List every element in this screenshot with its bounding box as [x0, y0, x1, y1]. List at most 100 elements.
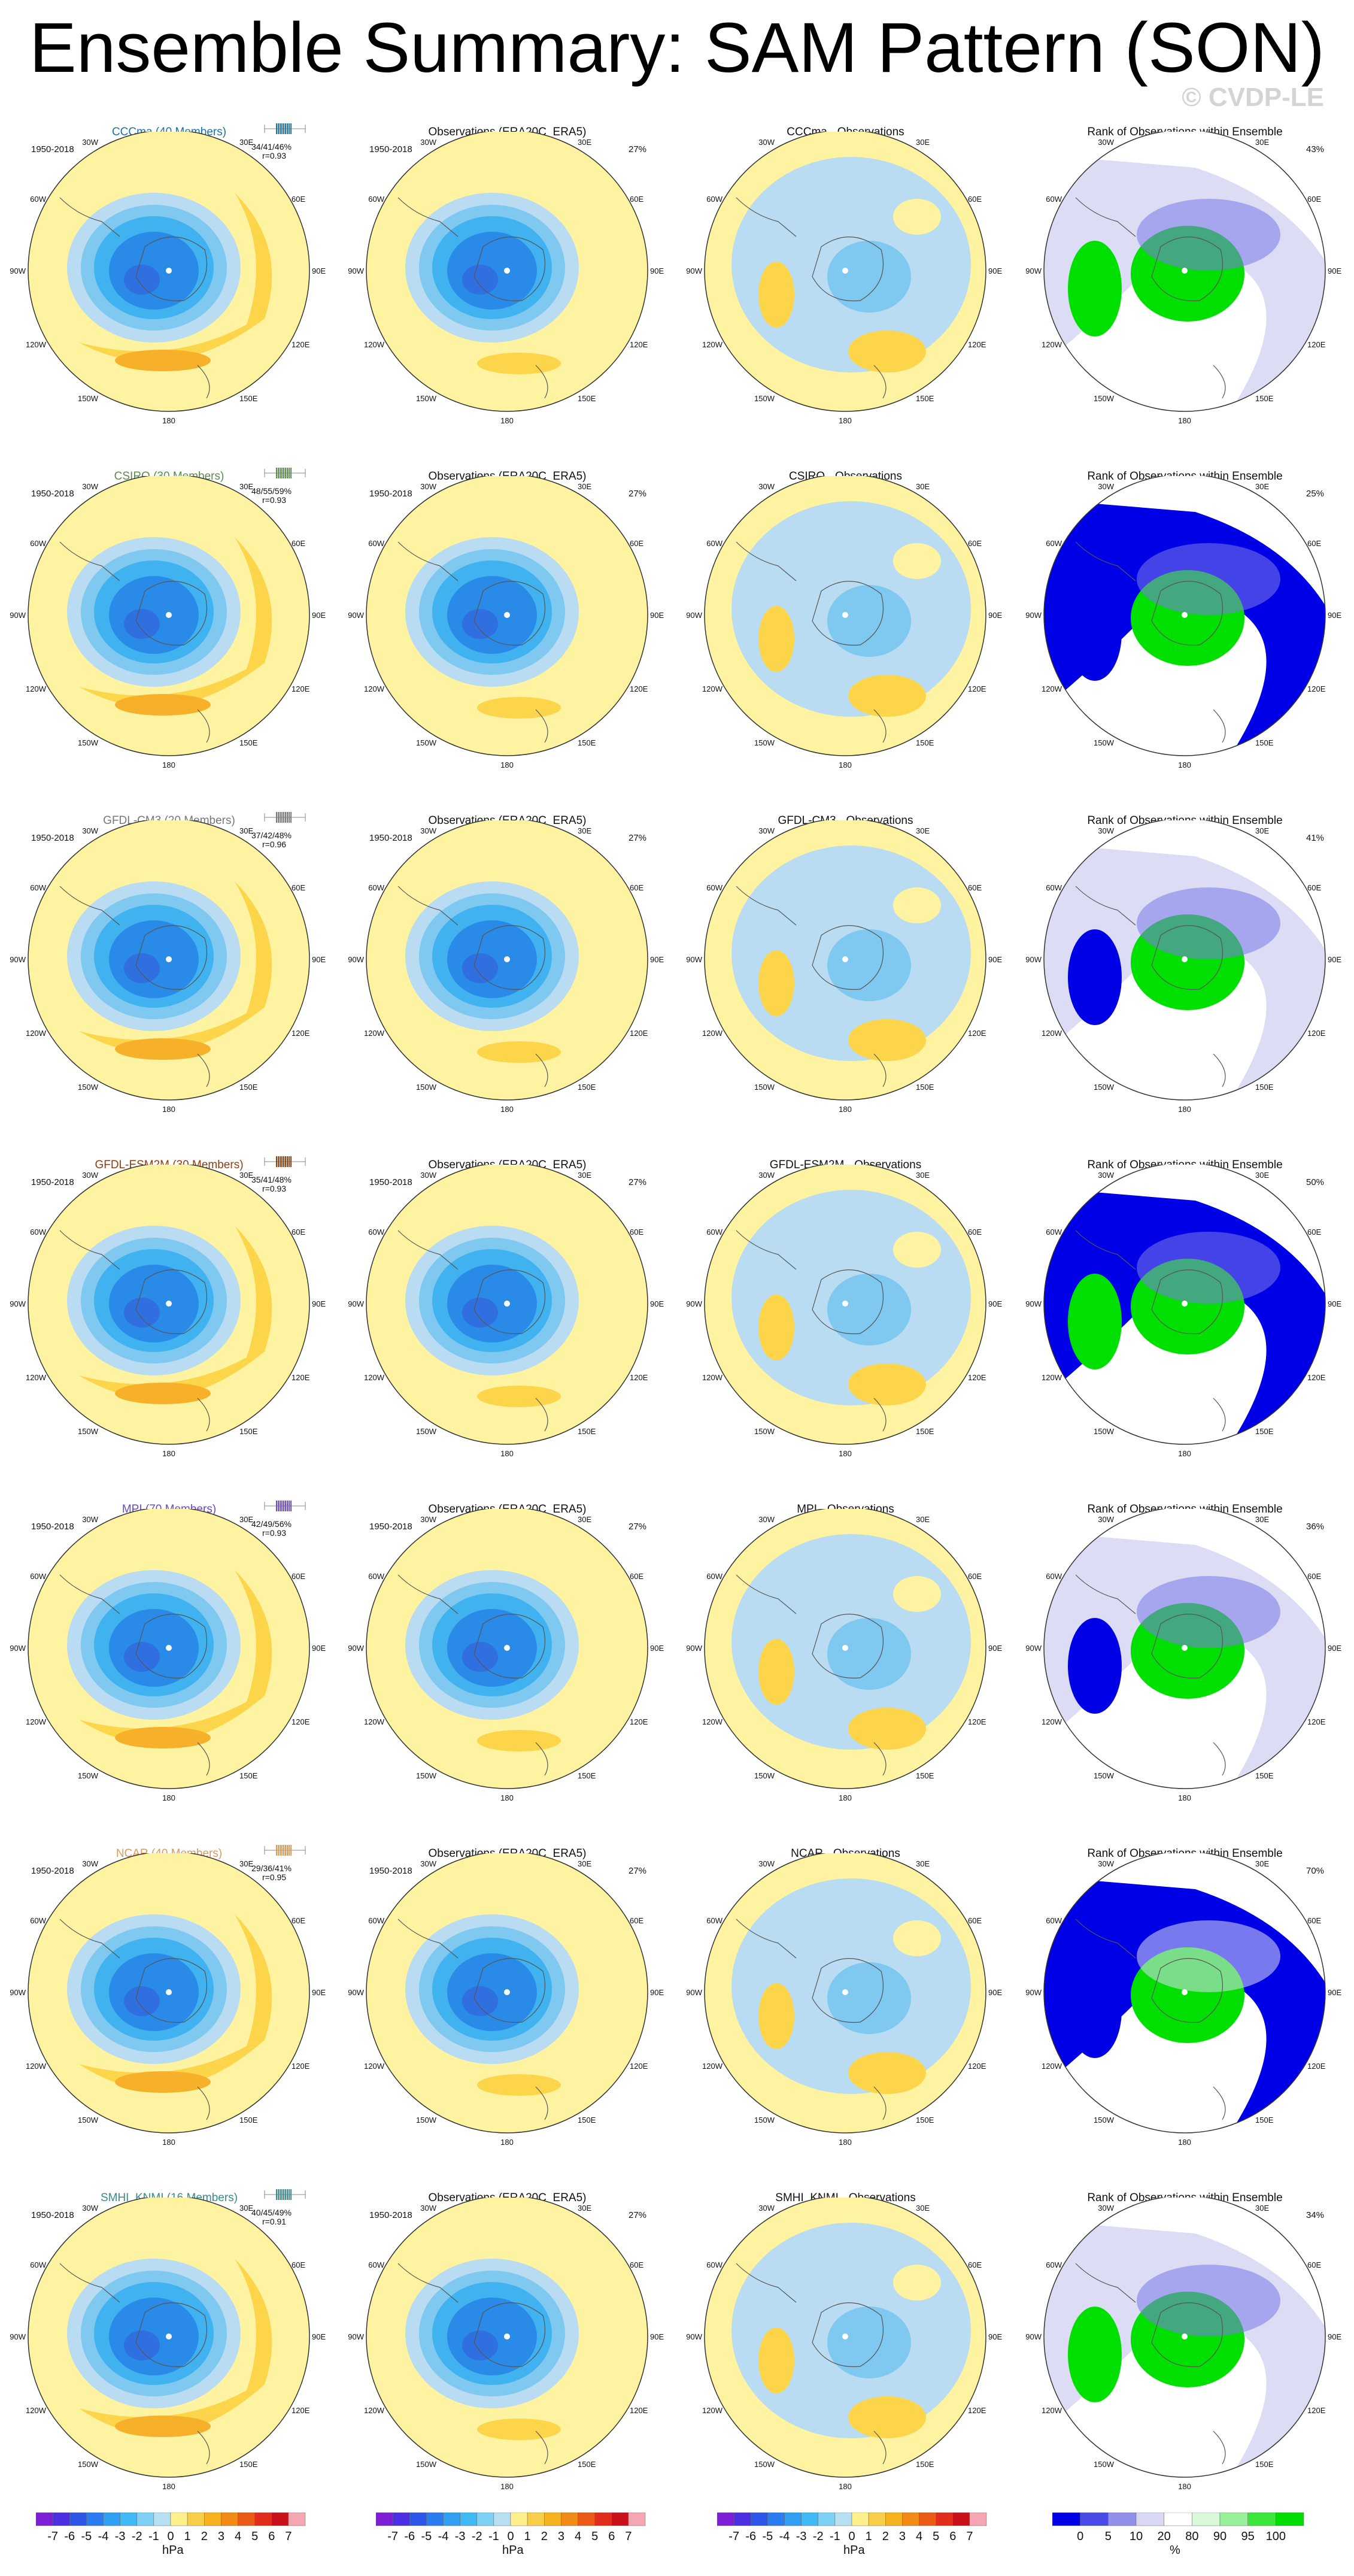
lon-label-right: 90E: [650, 1988, 664, 1997]
colorbar-tick-label: 100: [1266, 2530, 1286, 2543]
positive-anomaly: [477, 697, 561, 719]
lon-label-bottom: 180: [162, 760, 175, 769]
pole-marker: [166, 1645, 172, 1651]
pole-marker: [166, 1301, 172, 1307]
pole-marker: [504, 2333, 510, 2339]
diff-map: 018090W90E30W30E60W60E120W120E150W150E: [686, 132, 1002, 425]
lon-label-upper-right-1: 30E: [916, 2204, 930, 2213]
rank-side-patch: [1068, 585, 1122, 681]
colorbar-swatch: [578, 2512, 595, 2526]
lon-label-bottom: 180: [1178, 1449, 1191, 1458]
lon-label-upper-left-1: 30W: [420, 482, 436, 491]
model-map: 018090W90E30W30E60W60E120W120E150W150E: [10, 1165, 326, 1458]
australia-coastline: [281, 1731, 309, 1743]
colorbar-obs: -7 -6 -5 -4 -3 -2 -1 0 1 2 3 4 5 6 7 hPa: [375, 2512, 657, 2557]
lon-label-lower-right-1: 120E: [630, 2062, 648, 2071]
map-border: [704, 132, 986, 412]
variance-stats: 29/36/41% r=0.95: [251, 1864, 292, 1882]
pole-marker: [842, 612, 848, 618]
antarctica-coastline: [812, 1614, 884, 1679]
lon-label-lower-right-1: 120E: [968, 1717, 986, 1726]
lon-label-lower-left-2: 150W: [754, 394, 775, 403]
lon-label-lower-right-1: 120E: [968, 1373, 986, 1382]
lon-label-upper-right-1: 30E: [578, 1859, 591, 1868]
model-panel: NCAR (40 Members)1950-201829/36/41%r=0.9…: [0, 1817, 338, 2161]
lon-label-upper-left-1: 30W: [1098, 2204, 1114, 2213]
lon-label-upper-left-2: 60W: [30, 539, 46, 548]
south-america-coastline: [59, 2263, 120, 2303]
lon-label-left: 90W: [10, 955, 26, 964]
lon-label-lower-left-2: 150W: [1094, 1427, 1115, 1436]
lon-label-lower-left-1: 120W: [702, 340, 723, 349]
rank-mid: [1137, 887, 1280, 959]
model-map: 018090W90E30W30E60W60E120W120E150W150E: [10, 1509, 326, 1802]
obs-map: 018090W90E30W30E60W60E120W120E150W150E: [348, 1509, 664, 1802]
australia-coastline: [957, 2420, 986, 2432]
model-panel: GFDL-CM3 (20 Members)1950-201837/42/48%r…: [0, 784, 338, 1128]
south-america-coastline: [59, 1230, 120, 1270]
period-label: 1950-2018: [31, 144, 74, 154]
lon-label-right: 90E: [1328, 2332, 1341, 2341]
australia-coastline: [1297, 1731, 1325, 1743]
positive-anomaly-core: [115, 694, 211, 716]
map-border: [28, 132, 310, 412]
colorbar-swatch: [717, 2512, 734, 2526]
variance-stats: 48/55/59% r=0.93: [251, 487, 292, 505]
diff-map: 018090W90E30W30E60W60E120W120E150W150E: [686, 476, 1002, 769]
map-border: [366, 476, 648, 756]
antarctica-coastline: [1151, 581, 1223, 646]
lon-label-upper-left-1: 30W: [758, 138, 775, 147]
map-border: [1043, 820, 1326, 1101]
colorbar-swatch: [611, 2512, 629, 2526]
colorbar-swatch: [86, 2512, 104, 2526]
negative-anomaly-core: [124, 2330, 160, 2360]
pole-marker: [504, 1645, 510, 1651]
new-zealand-coastline: [197, 1742, 210, 1776]
new-zealand-coastline: [1213, 709, 1226, 743]
new-zealand-coastline: [1213, 1398, 1226, 1432]
obs-panel: Observations (ERA20C_ERA5)1950-201827%01…: [338, 440, 676, 784]
new-zealand-coastline: [1213, 2086, 1226, 2120]
map-border: [704, 1509, 986, 1789]
diff-panel: GFDL-CM3 - Observations018090W90E30W30E6…: [676, 784, 1015, 1128]
lon-label-upper-right-2: 60E: [1307, 195, 1321, 204]
south-america-coastline: [1075, 197, 1136, 237]
south-america-coastline: [736, 1919, 797, 1959]
pole-marker: [842, 956, 848, 962]
lon-label-right: 90E: [1328, 611, 1341, 620]
lon-label-lower-right-2: 150E: [1255, 1771, 1274, 1780]
rank-side-patch: [1068, 929, 1122, 1025]
colorbar-swatch: [136, 2512, 154, 2526]
colorbar-swatch: [1247, 2512, 1276, 2526]
colorbar-tick-label: 4: [916, 2530, 922, 2543]
antarctica-coastline: [473, 1614, 545, 1679]
map-border: [28, 820, 310, 1101]
new-zealand-coastline: [1213, 1742, 1226, 1776]
south-america-coastline: [1075, 886, 1136, 926]
new-zealand-coastline: [535, 2086, 548, 2120]
colorbar-swatch: [885, 2512, 903, 2526]
positive-anomaly-core: [115, 2071, 211, 2093]
lon-label-left: 90W: [1025, 1988, 1042, 1997]
map-border: [1043, 2198, 1326, 2478]
lon-label-right: 90E: [312, 1644, 326, 1653]
colorbar-swatches: -7 -6 -5 -4 -3 -2 -1 0 1 2 3 4 5 6 7: [375, 2512, 646, 2543]
rank-map: 018090W90E30W30E60W60E120W120E150W150E: [1025, 1165, 1341, 1458]
colorbar-tick-label: -7: [728, 2530, 739, 2543]
lon-label-lower-right-1: 120E: [292, 2406, 310, 2415]
antarctica-coastline: [135, 1958, 207, 2023]
lon-label-right: 90E: [650, 611, 664, 620]
australia-coastline: [1297, 2420, 1325, 2432]
period-label: 1950-2018: [31, 1522, 74, 1532]
lon-label-lower-right-2: 150E: [239, 394, 258, 403]
colorbar-swatch: [476, 2512, 494, 2526]
lon-label-upper-right-1: 30E: [1255, 1515, 1269, 1524]
colorbar-swatch: [443, 2512, 460, 2526]
lon-label-lower-right-1: 120E: [630, 2406, 648, 2415]
model-panel: CSIRO (30 Members)1950-201848/55/59%r=0.…: [0, 440, 338, 784]
model-map: 018090W90E30W30E60W60E120W120E150W150E: [10, 2198, 326, 2491]
lon-label-upper-right-1: 30E: [916, 1859, 930, 1868]
lon-label-bottom: 180: [1178, 1793, 1191, 1802]
diff-positive-1: [758, 1983, 794, 2049]
lon-label-left: 90W: [686, 955, 702, 964]
